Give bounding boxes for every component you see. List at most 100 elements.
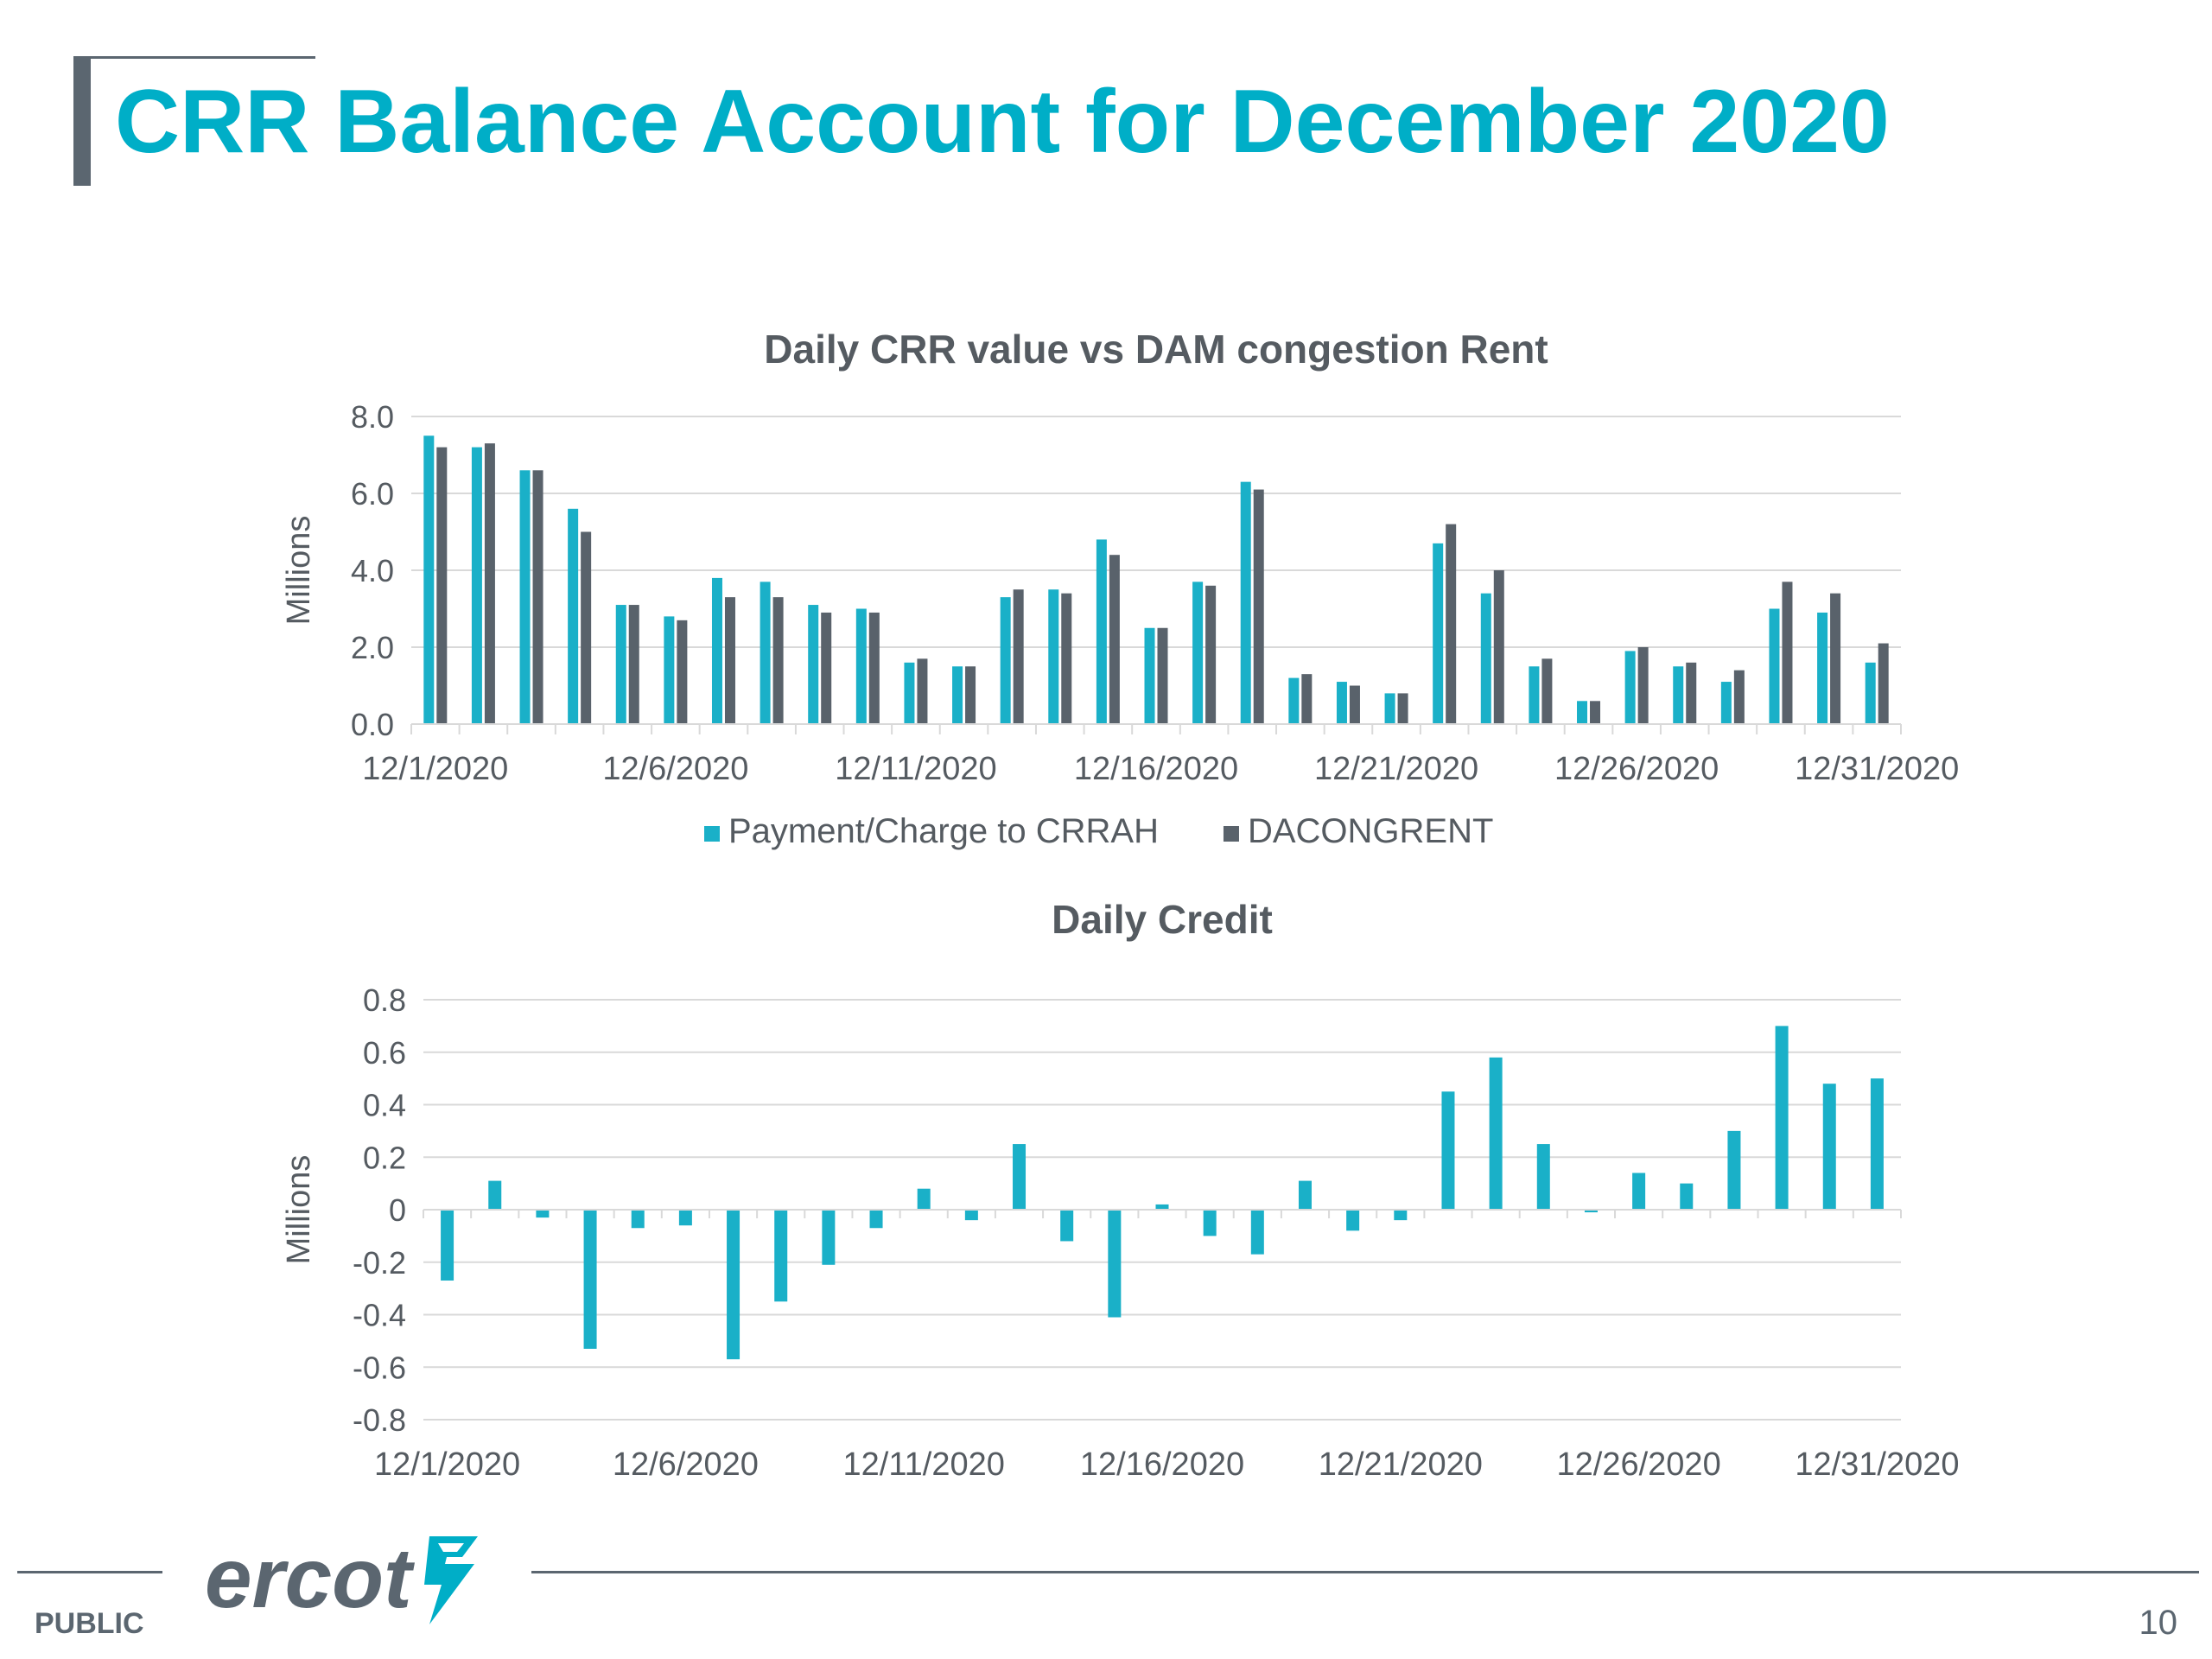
- bar-daily-credit: [1822, 1084, 1836, 1210]
- bar-dacongrent: [772, 597, 784, 724]
- bar-dacongrent: [484, 443, 495, 724]
- bar-daily-credit: [1870, 1078, 1884, 1210]
- bar-dacongrent: [1013, 589, 1024, 724]
- bar-payment-charge: [1720, 682, 1732, 724]
- y-tick-label: 0.8: [363, 982, 406, 1018]
- legend-swatch: [1223, 826, 1239, 842]
- daily-credit-chart: Daily Credit Millions -0.8 -0.6 -0.4 -0.2 0 0.2…: [281, 897, 1960, 1483]
- bar-daily-credit: [1727, 1130, 1741, 1210]
- bar-payment-charge: [568, 508, 579, 724]
- bar-daily-credit: [727, 1210, 741, 1360]
- bar-payment-charge: [711, 577, 722, 724]
- bar-payment-charge: [855, 608, 867, 724]
- crr-vs-congestion-rent-chart: Daily CRR value vs DAM congestion Rent Mi…: [281, 327, 1959, 850]
- bar-daily-credit: [1060, 1210, 1074, 1242]
- legend-swatch: [704, 826, 720, 842]
- x-tick-label: 12/31/2020: [1795, 751, 1959, 787]
- y-tick-label: 0.0: [351, 707, 394, 742]
- bar-daily-credit: [917, 1188, 931, 1210]
- bar-daily-credit: [964, 1210, 978, 1221]
- x-tick-label: 12/26/2020: [1554, 751, 1719, 787]
- y-tick-label: 0.6: [363, 1035, 406, 1071]
- y-tick-label: 4.0: [351, 553, 394, 588]
- x-tick-label: 12/16/2020: [1074, 751, 1238, 787]
- legend-label: DACONGRENT: [1248, 812, 1493, 850]
- bar-payment-charge: [519, 470, 531, 724]
- bar-daily-credit: [1346, 1210, 1360, 1231]
- bar-payment-charge: [1624, 651, 1636, 724]
- bar-payment-charge: [904, 662, 915, 724]
- bar-dacongrent: [581, 531, 592, 724]
- bar-daily-credit: [822, 1210, 836, 1265]
- bar-daily-credit: [1489, 1057, 1503, 1210]
- slide-title: CRR Balance Account for December 2020: [115, 72, 1890, 172]
- bar-payment-charge: [1336, 682, 1347, 724]
- bar-dacongrent: [917, 658, 928, 724]
- bar-daily-credit: [631, 1210, 645, 1229]
- bar-payment-charge: [1817, 612, 1828, 724]
- bar-payment-charge: [1769, 608, 1780, 724]
- bar-dacongrent: [1493, 570, 1504, 724]
- bar-dacongrent: [436, 447, 448, 724]
- bar-dacongrent: [965, 666, 976, 724]
- ercot-logo-wordmark: ercot: [205, 1530, 415, 1625]
- y-tick-label: -0.4: [353, 1298, 406, 1333]
- bar-daily-credit: [488, 1180, 502, 1210]
- bar-dacongrent: [1397, 693, 1408, 724]
- bar-dacongrent: [1301, 674, 1313, 724]
- bar-payment-charge: [1480, 593, 1491, 724]
- bar-dacongrent: [1109, 555, 1120, 724]
- bar-payment-charge: [1865, 662, 1876, 724]
- classification-label: PUBLIC: [35, 1607, 144, 1640]
- bar-dacongrent: [1590, 701, 1601, 724]
- bar-dacongrent: [1878, 643, 1889, 724]
- x-tick-label: 12/31/2020: [1795, 1446, 1959, 1483]
- bar-daily-credit: [774, 1210, 788, 1302]
- bar-dacongrent: [628, 605, 639, 724]
- x-tick-label: 12/1/2020: [374, 1446, 520, 1483]
- bar-payment-charge: [1048, 589, 1059, 724]
- title-accent-bar: [73, 56, 91, 186]
- bar-payment-charge: [471, 447, 482, 724]
- bar-dacongrent: [821, 612, 832, 724]
- y-tick-label: 0: [389, 1192, 406, 1228]
- y-tick-label: 8.0: [351, 399, 394, 435]
- bar-dacongrent: [1782, 582, 1793, 724]
- bar-dacongrent: [1637, 647, 1649, 724]
- bar-dacongrent: [1205, 585, 1217, 724]
- bar-payment-charge: [1144, 627, 1155, 724]
- bar-dacongrent: [724, 597, 735, 724]
- bar-payment-charge: [1433, 543, 1444, 724]
- ercot-logo: ercot: [205, 1530, 478, 1625]
- x-tick-label: 12/6/2020: [602, 751, 748, 787]
- y-tick-label: -0.2: [353, 1245, 406, 1281]
- bar-payment-charge: [1384, 693, 1395, 724]
- bar-dacongrent: [677, 620, 688, 724]
- y-tick-label: 0.2: [363, 1140, 406, 1175]
- bar-dacongrent: [1541, 658, 1553, 724]
- bar-dacongrent: [1830, 593, 1841, 724]
- bar-daily-credit: [1203, 1210, 1217, 1236]
- bar-payment-charge: [808, 605, 819, 724]
- x-tick-label: 12/16/2020: [1080, 1446, 1244, 1483]
- bar-payment-charge: [1529, 666, 1540, 724]
- bar-daily-credit: [583, 1210, 597, 1349]
- bar-dacongrent: [1686, 662, 1697, 724]
- bar-dacongrent: [1733, 670, 1745, 724]
- bar-payment-charge: [1096, 539, 1107, 724]
- bar-dacongrent: [1253, 489, 1264, 724]
- footer-rule-right: [531, 1571, 2199, 1573]
- bar-dacongrent: [1446, 524, 1457, 724]
- bar-dacongrent: [868, 612, 880, 724]
- bar-payment-charge: [615, 605, 626, 724]
- x-tick-label: 12/21/2020: [1319, 1446, 1483, 1483]
- legend-label: Payment/Charge to CRRAH: [728, 812, 1159, 850]
- page-number: 10: [2139, 1604, 2178, 1642]
- x-tick-label: 12/11/2020: [835, 751, 996, 787]
- bar-daily-credit: [1394, 1210, 1408, 1221]
- bar-daily-credit: [536, 1210, 550, 1218]
- x-tick-label: 12/11/2020: [843, 1446, 1005, 1483]
- y-tick-label: 2.0: [351, 630, 394, 665]
- bar-payment-charge: [1577, 701, 1588, 724]
